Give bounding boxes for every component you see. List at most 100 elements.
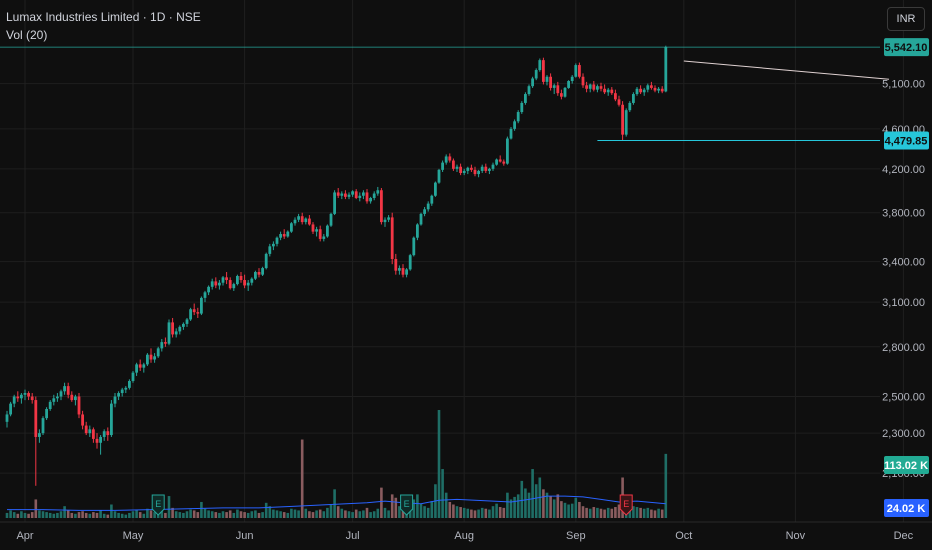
candle [642, 87, 646, 96]
candle-body [232, 284, 236, 289]
candle [23, 389, 27, 401]
currency-button[interactable]: INR [887, 7, 925, 31]
candle-body [113, 396, 117, 404]
candle [358, 192, 362, 202]
volume-indicator-label[interactable]: Vol (20) [6, 28, 48, 42]
candle-body [650, 85, 653, 88]
candle-body [275, 237, 279, 244]
candle-body [221, 277, 225, 283]
candle [488, 167, 491, 175]
candle-body [520, 102, 524, 113]
volume-bar [664, 453, 668, 518]
time-axis[interactable]: AprMayJunJulAugSepOctNovDec2026 [0, 521, 932, 542]
candle-body [635, 88, 639, 95]
volume-bar [610, 508, 614, 518]
candle-body [628, 102, 632, 111]
candle-body [171, 322, 174, 335]
candle [480, 164, 484, 174]
candle-body [70, 394, 74, 401]
volume-bar [344, 510, 347, 518]
earnings-marker[interactable]: E [619, 494, 633, 516]
volume-bar [426, 507, 430, 518]
candle [372, 191, 376, 201]
candle-body [484, 166, 488, 171]
candle-body [286, 231, 290, 237]
volume-bar [390, 494, 394, 518]
volume-bar [27, 513, 30, 518]
candle-body [480, 166, 484, 171]
candle-body [48, 401, 52, 410]
volume-bar [441, 469, 444, 518]
volume-bar [63, 506, 66, 518]
candle-body [254, 272, 257, 279]
candle-body [372, 193, 376, 198]
trend-line[interactable] [683, 60, 890, 80]
volume-bar [495, 503, 498, 518]
candle [430, 194, 434, 206]
candle-body [12, 396, 16, 404]
volume-bar [380, 487, 383, 518]
candle-body [538, 60, 542, 71]
candle-body [448, 156, 452, 161]
candle-body [34, 400, 38, 437]
candle-body [412, 237, 416, 256]
price-tick-label: 4,200.00 [882, 164, 925, 176]
candle-body [146, 354, 149, 365]
candle-body [405, 269, 408, 275]
candle [621, 101, 624, 141]
volume-bar [650, 509, 653, 518]
candle-body [495, 159, 498, 165]
candle [560, 89, 563, 100]
volume-bar [657, 508, 660, 518]
earnings-marker[interactable]: E [151, 494, 165, 516]
candle-body [556, 85, 560, 94]
volume-bar [531, 469, 534, 518]
volume-bar [228, 510, 232, 518]
candle-body [639, 88, 642, 93]
volume-bar [632, 506, 635, 518]
price-axis[interactable]: 5,100.004,600.004,200.003,800.003,400.00… [882, 79, 925, 480]
volume-bar [516, 494, 520, 518]
candle [520, 101, 524, 114]
candle-body [333, 192, 336, 214]
candle [329, 212, 333, 227]
volume-bar [365, 507, 369, 518]
volume-badge-bg [884, 456, 929, 474]
candle [275, 236, 279, 247]
candle [614, 89, 617, 102]
volume-bar [74, 513, 77, 518]
earnings-marker-shape [400, 494, 414, 516]
earnings-marker[interactable]: E [400, 494, 414, 516]
candle-body [196, 312, 200, 314]
candle [574, 63, 578, 78]
volume-bar [167, 496, 171, 518]
candle [513, 119, 516, 131]
volume-bar [387, 510, 390, 518]
candle [581, 73, 585, 88]
candle-body [322, 236, 326, 239]
candle-body [653, 87, 657, 91]
volume-bar [452, 504, 455, 518]
volume-bar [185, 511, 189, 518]
candle-body [542, 60, 545, 82]
volume-bar [41, 511, 45, 518]
volume-bar [48, 512, 52, 518]
candle-body [138, 364, 142, 368]
candle-body [664, 47, 668, 92]
candle [538, 58, 542, 72]
candle-body [423, 209, 426, 214]
candle [347, 192, 351, 200]
candle [192, 303, 196, 316]
volume-bar [81, 511, 84, 518]
candle-body [74, 396, 77, 401]
candle [81, 410, 84, 430]
candle [369, 196, 372, 204]
candle [239, 272, 243, 283]
candle [225, 272, 228, 285]
candle [290, 222, 293, 233]
candle-body [488, 168, 491, 171]
candle [344, 190, 347, 200]
candle-body [610, 89, 614, 94]
time-tick-label: Aug [454, 530, 474, 542]
